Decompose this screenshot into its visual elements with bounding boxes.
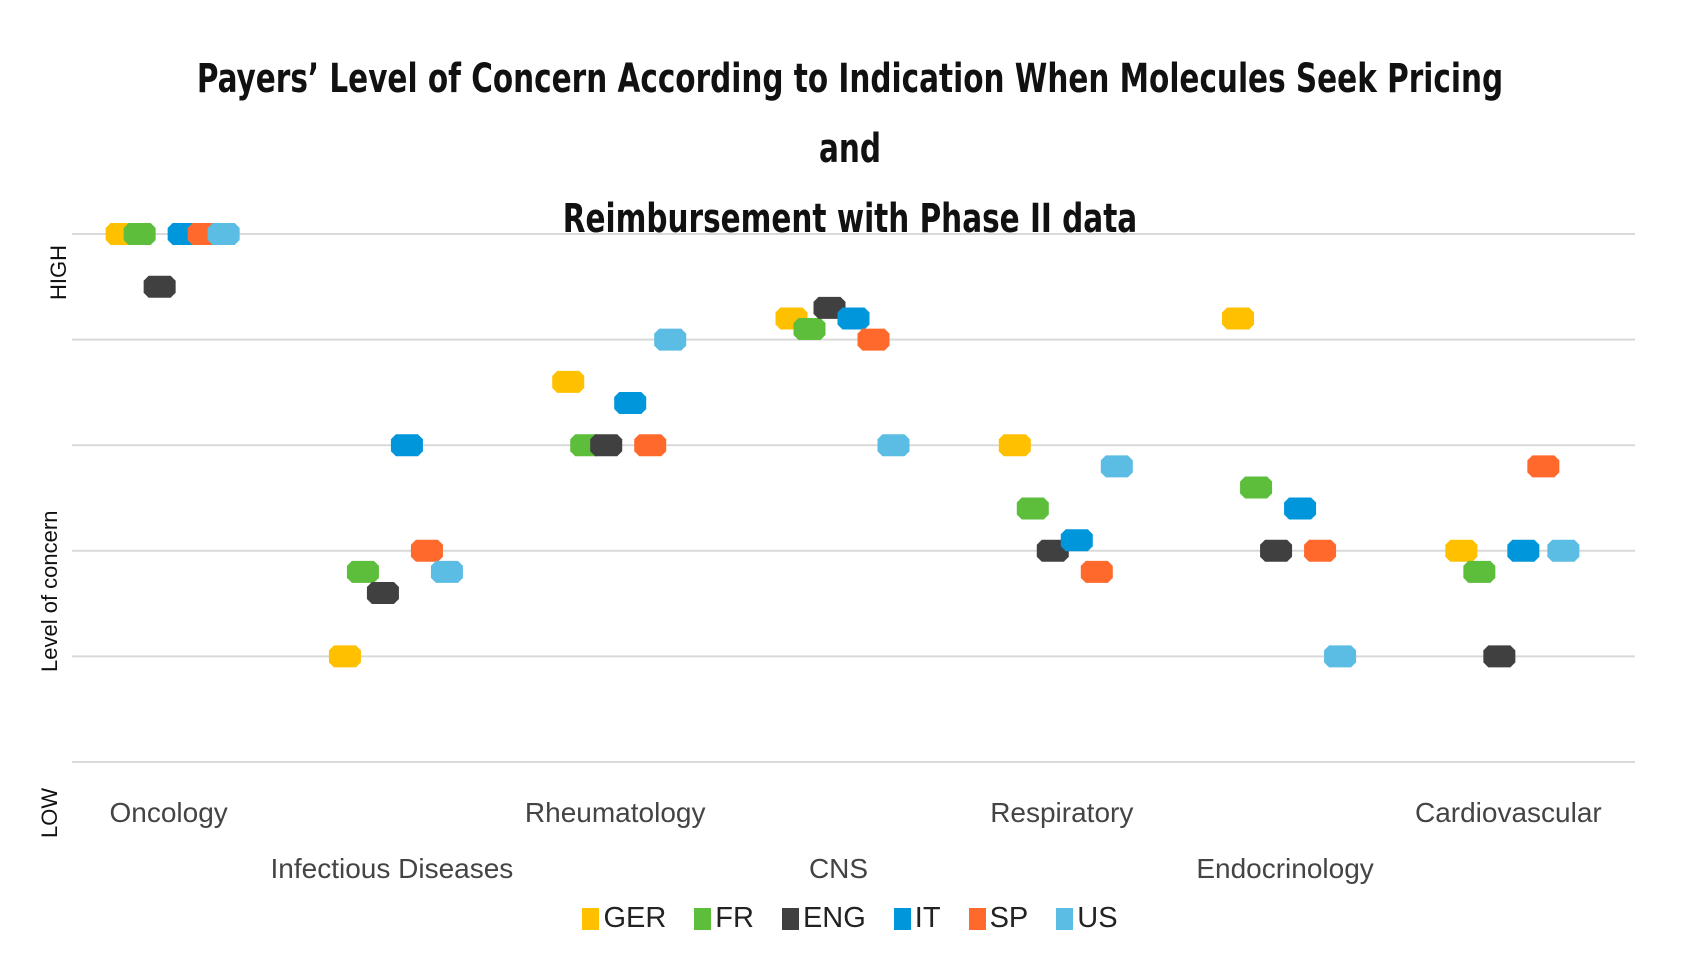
- legend-swatch: [694, 907, 712, 930]
- legend-item: IT: [893, 902, 941, 935]
- legend: GER FR ENG IT SP US: [0, 902, 1700, 935]
- legend-item: FR: [694, 902, 754, 935]
- data-point-eng: [366, 582, 399, 605]
- data-point-fr: [1240, 476, 1273, 499]
- y-axis-title: Level of concern: [37, 511, 62, 672]
- data-point-fr: [793, 318, 826, 341]
- data-point-ger: [328, 645, 361, 668]
- category-labels: Oncology Infectious Diseases Rheumatology C…: [109, 797, 1601, 884]
- y-axis-low-label: LOW: [37, 788, 62, 838]
- legend-item: US: [1056, 902, 1118, 935]
- category-label: Oncology: [109, 797, 227, 828]
- legend-item: ENG: [781, 902, 866, 935]
- data-point-us: [1100, 455, 1133, 478]
- category-label: Respiratory: [990, 797, 1133, 828]
- legend-swatch: [893, 907, 911, 930]
- data-point-it: [1507, 539, 1540, 562]
- chart-title: Payers’ Level of Concern According to In…: [153, 44, 1547, 254]
- data-point-fr: [346, 560, 379, 583]
- data-point-sp: [410, 539, 443, 562]
- data-point-sp: [1527, 455, 1560, 478]
- legend-item: SP: [968, 902, 1029, 935]
- legend-item: GER: [582, 902, 666, 935]
- legend-label: FR: [715, 902, 754, 934]
- data-point-us: [1547, 539, 1580, 562]
- data-point-eng: [1260, 539, 1293, 562]
- legend-swatch: [781, 907, 799, 930]
- category-label: Endocrinology: [1196, 853, 1373, 884]
- data-point-it: [1060, 529, 1093, 552]
- data-point-us: [1324, 645, 1357, 668]
- legend-swatch: [582, 907, 600, 930]
- data-point-it: [390, 434, 423, 457]
- data-points: [105, 223, 1580, 668]
- category-label: Cardiovascular: [1415, 797, 1602, 828]
- data-point-sp: [857, 328, 890, 351]
- y-axis: HIGH Level of concern LOW: [37, 245, 71, 838]
- legend-label: US: [1077, 902, 1118, 934]
- category-label: CNS: [809, 853, 868, 884]
- data-point-sp: [1304, 539, 1337, 562]
- legend-swatch: [968, 907, 986, 930]
- data-point-us: [877, 434, 910, 457]
- data-point-ger: [998, 434, 1031, 457]
- data-point-us: [207, 223, 240, 245]
- y-axis-high-label: HIGH: [46, 245, 71, 300]
- data-point-us: [430, 560, 463, 583]
- data-point-fr: [1463, 560, 1496, 583]
- legend-label: SP: [989, 902, 1029, 934]
- data-point-ger: [1222, 307, 1255, 330]
- data-point-it: [837, 307, 870, 330]
- legend-label: IT: [914, 902, 941, 934]
- data-point-fr: [1016, 497, 1049, 520]
- data-point-ger: [552, 370, 585, 393]
- legend-swatch: [1056, 907, 1074, 930]
- data-point-fr: [123, 223, 156, 245]
- data-point-sp: [1080, 560, 1113, 583]
- category-label: Infectious Diseases: [271, 853, 514, 884]
- data-point-ger: [1445, 539, 1478, 562]
- data-point-eng: [590, 434, 623, 457]
- legend-label: GER: [603, 902, 667, 934]
- chart-title-line-1: Payers’ Level of Concern According to In…: [196, 56, 1504, 172]
- data-point-eng: [1483, 645, 1516, 668]
- data-point-eng: [143, 275, 176, 298]
- data-point-it: [1284, 497, 1317, 520]
- data-point-sp: [634, 434, 667, 457]
- data-point-it: [614, 391, 647, 414]
- legend-label: ENG: [802, 902, 866, 934]
- category-label: Rheumatology: [525, 797, 706, 828]
- data-point-us: [654, 328, 687, 351]
